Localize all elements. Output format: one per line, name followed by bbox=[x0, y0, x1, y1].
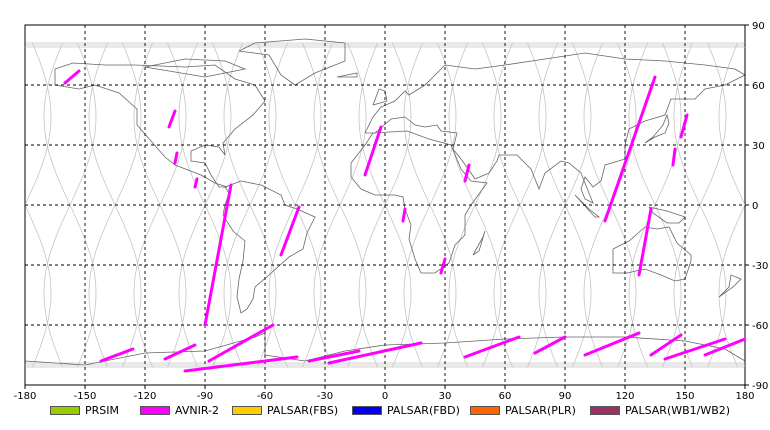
y-tick-label: 0 bbox=[752, 201, 758, 212]
legend-swatch bbox=[590, 406, 620, 415]
x-tick-label: -60 bbox=[257, 391, 273, 402]
avnir2-swath bbox=[649, 333, 683, 357]
avnir2-swath bbox=[167, 109, 177, 129]
x-tick-label: -120 bbox=[134, 391, 157, 402]
avnir2-swath bbox=[183, 355, 299, 373]
x-tick-label: -150 bbox=[74, 391, 97, 402]
legend-swatch bbox=[50, 406, 80, 415]
avnir2-swath bbox=[63, 69, 81, 85]
avnir2-swath bbox=[279, 205, 301, 257]
legend-swatch bbox=[232, 406, 262, 415]
orbit-track bbox=[0, 43, 6, 367]
longitude-ticks: -180 -150 -120 -90 -60 -30 0 30 60 90 120 150 180 bbox=[14, 385, 755, 402]
legend-label: PALSAR(WB1/WB2) bbox=[625, 404, 731, 417]
avnir2-swath bbox=[463, 163, 471, 183]
coastlines bbox=[25, 38, 745, 366]
avnir2-swath bbox=[163, 343, 197, 361]
avnir2-swath bbox=[703, 337, 745, 357]
orbit-track bbox=[718, 42, 745, 206]
coastline bbox=[718, 274, 742, 298]
y-tick-label: -60 bbox=[752, 321, 768, 332]
latitude-ticks: 90 60 30 0 -30 -60 -90 bbox=[745, 21, 768, 392]
orbit-track bbox=[25, 42, 52, 206]
coastline bbox=[644, 113, 670, 144]
avnir2-swath bbox=[637, 207, 653, 277]
avnir2-swaths bbox=[63, 69, 745, 373]
legend-swatch bbox=[352, 406, 382, 415]
coastline bbox=[222, 180, 316, 314]
avnir2-swath bbox=[401, 207, 407, 223]
avnir2-swath bbox=[207, 323, 275, 363]
avnir2-swath bbox=[173, 151, 179, 165]
y-tick-label: 30 bbox=[752, 141, 765, 152]
orbit-track bbox=[25, 204, 52, 368]
x-tick-label: -180 bbox=[14, 391, 37, 402]
coastline bbox=[144, 58, 247, 78]
legend-label: PALSAR(FBS) bbox=[267, 404, 339, 417]
coastline bbox=[54, 62, 266, 188]
legend-label: PRSIM bbox=[85, 404, 119, 417]
x-tick-label: -30 bbox=[317, 391, 333, 402]
legend-item: PALSAR(FBD) bbox=[352, 404, 460, 417]
orbit-track bbox=[0, 43, 6, 367]
legend-item: PRSIM bbox=[50, 404, 119, 417]
legend-swatch bbox=[470, 406, 500, 415]
x-tick-label: 150 bbox=[675, 391, 694, 402]
x-tick-label: -90 bbox=[197, 391, 213, 402]
y-tick-label: 60 bbox=[752, 81, 765, 92]
coastline bbox=[364, 52, 745, 204]
graticule bbox=[24, 24, 746, 386]
x-tick-label: 0 bbox=[382, 391, 388, 402]
x-tick-label: 180 bbox=[735, 391, 754, 402]
coastline bbox=[472, 230, 486, 256]
avnir2-swath bbox=[533, 335, 567, 355]
avnir2-swath bbox=[307, 349, 361, 363]
legend-label: PALSAR(FBD) bbox=[387, 404, 460, 417]
legend-item: AVNIR-2 bbox=[140, 404, 219, 417]
coastline bbox=[648, 206, 686, 224]
coastline bbox=[238, 38, 346, 86]
orbit-track bbox=[718, 204, 745, 368]
avnir2-swath bbox=[363, 125, 383, 177]
y-tick-label: -90 bbox=[752, 381, 768, 392]
y-tick-label: 90 bbox=[752, 21, 765, 32]
avnir2-swath bbox=[99, 347, 135, 363]
avnir2-swath bbox=[603, 75, 657, 223]
avnir2-swath bbox=[203, 183, 233, 327]
coastline bbox=[25, 332, 745, 366]
coastline bbox=[350, 130, 488, 274]
avnir2-swath bbox=[463, 335, 521, 359]
y-tick-label: -30 bbox=[752, 261, 768, 272]
avnir2-swath bbox=[671, 147, 677, 167]
legend-label: AVNIR-2 bbox=[175, 404, 219, 417]
coastline bbox=[574, 194, 601, 218]
coastline bbox=[336, 72, 358, 78]
avnir2-swath bbox=[663, 337, 727, 361]
legend-swatch bbox=[140, 406, 170, 415]
x-tick-label: 60 bbox=[499, 391, 512, 402]
avnir2-swath bbox=[583, 331, 641, 357]
avnir2-swath bbox=[679, 113, 689, 139]
avnir2-swath bbox=[327, 341, 423, 365]
legend: PRSIM AVNIR-2 PALSAR(FBS) PALSAR(FBD) PALSAR… bbox=[0, 398, 770, 422]
avnir2-swath bbox=[193, 177, 199, 189]
legend-item: PALSAR(WB1/WB2) bbox=[590, 404, 730, 417]
avnir2-swath bbox=[439, 257, 447, 275]
legend-item: PALSAR(FBS) bbox=[232, 404, 338, 417]
x-tick-label: 120 bbox=[615, 391, 634, 402]
legend-item: PALSAR(PLR) bbox=[470, 404, 576, 417]
x-tick-label: 30 bbox=[439, 391, 452, 402]
legend-label: PALSAR(PLR) bbox=[505, 404, 576, 417]
x-tick-label: 90 bbox=[559, 391, 572, 402]
